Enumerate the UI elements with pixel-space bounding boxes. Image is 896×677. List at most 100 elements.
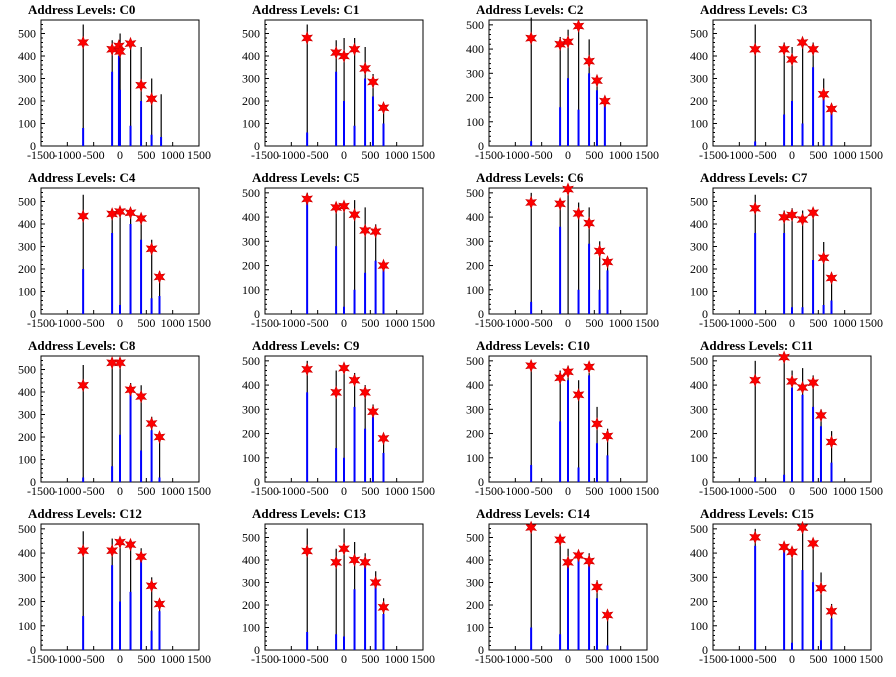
x-tick-label: -1500	[27, 316, 55, 330]
blue-bar	[150, 134, 153, 146]
peak-marker	[807, 42, 820, 57]
peak-marker	[145, 91, 158, 106]
peak-marker	[749, 42, 762, 57]
black-bar	[578, 202, 580, 314]
blue-bar	[374, 584, 377, 650]
x-tick-label: 1500	[411, 148, 435, 162]
x-tick-label: -1500	[475, 652, 503, 666]
x-tick-label: 500	[137, 316, 155, 330]
blue-bar	[82, 616, 85, 650]
x-tick-label: -1000	[53, 652, 81, 666]
peak-marker	[124, 382, 137, 397]
x-tick-label: 1500	[635, 148, 659, 162]
chart-title: Address Levels: C15	[700, 506, 814, 521]
x-tick-label: 500	[361, 652, 379, 666]
peak-marker	[330, 385, 343, 400]
peak-marker	[330, 45, 343, 60]
peak-marker	[377, 100, 390, 115]
y-tick-label: 200	[466, 598, 484, 612]
y-tick-label: 300	[18, 408, 36, 422]
peak-marker	[153, 270, 166, 284]
x-tick-label: 1000	[385, 484, 409, 498]
peak-marker	[598, 94, 611, 109]
peak-marker	[583, 216, 596, 230]
y-tick-label: 500	[466, 531, 484, 545]
x-tick-label: 0	[565, 148, 571, 162]
y-tick-label: 0	[254, 139, 260, 153]
black-bar	[151, 577, 153, 650]
black-bar	[306, 528, 308, 650]
x-tick-label: 1000	[609, 484, 633, 498]
blue-bar	[382, 267, 385, 314]
x-tick-label: -500	[307, 316, 329, 330]
chart-title: Address Levels: C1	[252, 2, 359, 17]
x-tick-label: -1500	[27, 652, 55, 666]
y-tick-label: 400	[466, 42, 484, 56]
x-tick-label: -500	[755, 652, 777, 666]
x-tick-label: 1500	[187, 484, 211, 498]
blue-bar	[343, 636, 345, 650]
black-bar	[754, 360, 756, 482]
x-tick-label: 500	[585, 148, 603, 162]
blue-bar	[812, 406, 815, 482]
x-tick-label: 500	[137, 148, 155, 162]
blue-bar	[559, 634, 562, 650]
x-tick-label: 1000	[161, 148, 185, 162]
peak-marker	[114, 44, 126, 59]
x-tick-label: -1500	[27, 484, 55, 498]
blue-bar	[111, 466, 114, 482]
blue-bar	[606, 645, 609, 650]
black-bar	[130, 47, 132, 146]
x-tick-label: 0	[117, 652, 123, 666]
chart-title: Address Levels: C5	[252, 170, 360, 185]
x-tick-label: 1000	[385, 148, 409, 162]
peak-marker	[114, 355, 126, 370]
blue-bar	[783, 474, 786, 482]
peak-marker	[815, 581, 827, 596]
x-tick-label: -1500	[251, 484, 279, 498]
black-bar	[831, 431, 833, 482]
y-tick-label: 400	[242, 553, 260, 567]
blue-bar	[374, 260, 377, 314]
chart-panel: Address Levels: C20100200300400500-1500-…	[466, 2, 659, 162]
chart-panel: Address Levels: C00100200300400500-1500-…	[18, 2, 211, 162]
blue-bar	[754, 233, 757, 314]
blue-bar	[306, 202, 309, 314]
x-tick-label: -1000	[725, 652, 753, 666]
black-bar	[530, 524, 532, 650]
blue-bar	[595, 90, 598, 146]
x-tick-label: 1500	[859, 148, 883, 162]
chart-panel: Address Levels: C40100200300400500-1500-…	[18, 170, 211, 330]
x-tick-label: 0	[565, 484, 571, 498]
x-tick-label: 500	[585, 484, 603, 498]
black-bar	[530, 192, 532, 314]
y-tick-label: 500	[690, 354, 708, 368]
blue-bar	[129, 224, 132, 314]
x-tick-label: -500	[755, 484, 777, 498]
blue-bar	[150, 298, 153, 314]
x-tick-label: 0	[117, 484, 123, 498]
y-tick-label: 100	[242, 451, 260, 465]
peak-marker	[301, 362, 314, 377]
blue-bar	[577, 109, 580, 146]
peak-marker	[807, 375, 820, 390]
x-tick-label: 500	[137, 652, 155, 666]
chart-title: Address Levels: C0	[28, 2, 135, 17]
x-tick-label: -1000	[501, 484, 529, 498]
peak-marker	[591, 73, 603, 88]
blue-bar	[801, 307, 804, 314]
black-bar	[578, 27, 580, 147]
black-bar	[111, 365, 113, 482]
peak-marker	[367, 404, 379, 419]
black-bar	[559, 544, 561, 650]
y-tick-label: 0	[254, 475, 260, 489]
y-tick-label: 0	[478, 139, 484, 153]
y-tick-label: 500	[242, 531, 260, 545]
peak-marker	[377, 600, 390, 615]
peak-marker	[572, 206, 585, 221]
x-tick-label: -500	[307, 148, 329, 162]
peak-marker	[807, 205, 820, 220]
peak-marker	[817, 87, 830, 102]
blue-bar	[567, 78, 569, 146]
peak-marker	[572, 548, 585, 563]
